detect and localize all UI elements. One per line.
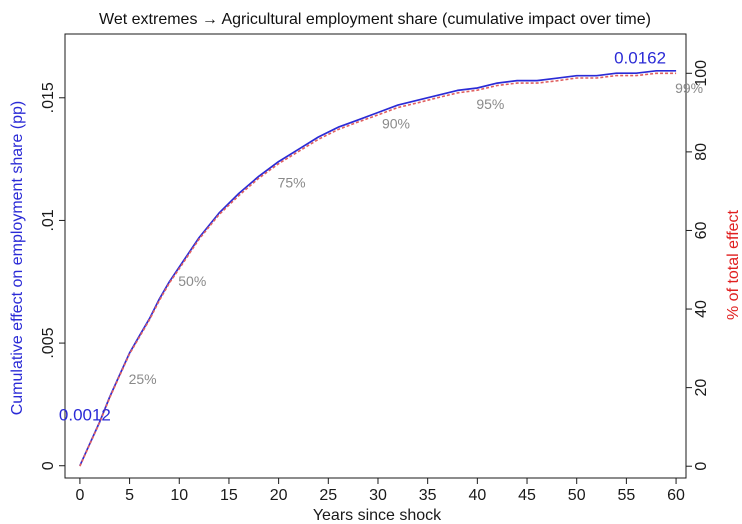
chart-title: Wet extremes → Agricultural employment s… <box>99 11 651 28</box>
y-axis-right-title: % of total effect <box>725 209 742 320</box>
y-left-tick-label: .005 <box>40 327 57 358</box>
y-right-tick-label: 60 <box>693 221 710 239</box>
plot-frame <box>64 33 687 479</box>
percent-milestone-label: 90% <box>382 116 410 132</box>
x-tick-label: 55 <box>617 487 635 504</box>
x-tick-label: 15 <box>220 487 238 504</box>
x-tick-label: 0 <box>75 487 84 504</box>
x-tick-label: 40 <box>468 487 486 504</box>
y-right-tick-label: 20 <box>693 379 710 397</box>
series-line-right <box>79 72 677 467</box>
percent-milestone-label: 50% <box>178 273 206 289</box>
series-line-left <box>79 69 677 467</box>
labels-group: 25% 50% 75% 90% 95% 99% 0.0012 0.0162 <box>59 48 703 424</box>
axes-group: 0 5 10 15 20 25 30 35 40 45 50 55 60 0 .005 .01 .015 0 20 4… <box>40 60 710 504</box>
x-tick-label: 10 <box>170 487 188 504</box>
series-group <box>79 69 677 467</box>
x-tick-label: 25 <box>319 487 337 504</box>
y-left-tick-label: .01 <box>40 209 57 231</box>
x-tick-label: 50 <box>568 487 586 504</box>
percent-milestone-label: 95% <box>476 96 504 112</box>
x-tick-label: 5 <box>125 487 134 504</box>
percent-milestone-label: 99% <box>675 80 703 96</box>
x-axis-title: Years since shock <box>313 507 442 524</box>
percent-milestone-label: 75% <box>278 175 306 191</box>
x-tick-label: 30 <box>369 487 387 504</box>
y-axis-left-title: Cumulative effect on employment share (p… <box>9 101 26 416</box>
endpoint-value-label: 0.0012 <box>59 405 111 424</box>
y-right-tick-label: 40 <box>693 300 710 318</box>
y-left-tick-label: .015 <box>40 82 57 113</box>
endpoint-value-label: 0.0162 <box>614 48 666 67</box>
y-right-tick-label: 100 <box>693 60 710 87</box>
x-tick-label: 60 <box>667 487 685 504</box>
percent-milestone-label: 25% <box>129 371 157 387</box>
x-tick-label: 35 <box>419 487 437 504</box>
y-right-tick-label: 80 <box>693 143 710 161</box>
x-tick-label: 45 <box>518 487 536 504</box>
y-left-tick-label: 0 <box>40 461 57 470</box>
y-right-tick-label: 0 <box>693 462 710 471</box>
x-tick-label: 20 <box>270 487 288 504</box>
